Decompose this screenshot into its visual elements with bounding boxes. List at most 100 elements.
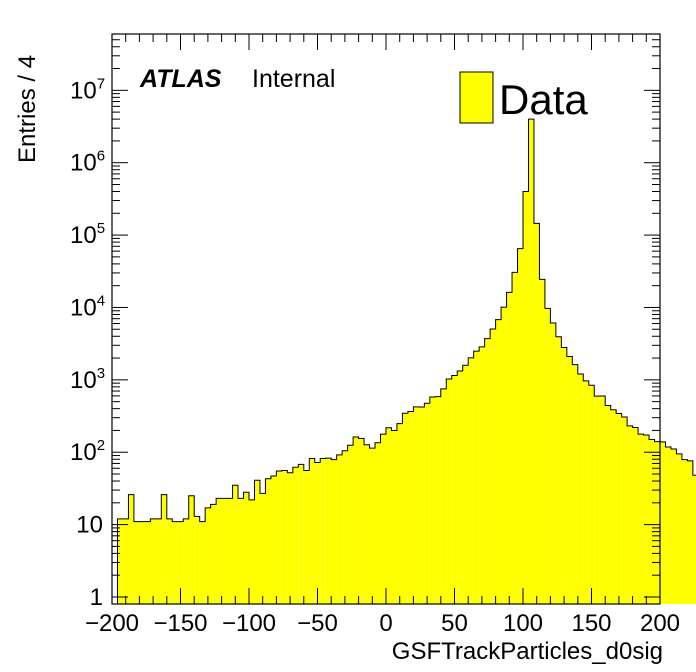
legend: Data (459, 71, 588, 124)
histogram-bin (380, 434, 386, 604)
atlas-internal-label: Internal (252, 65, 335, 93)
histogram-bin (550, 323, 556, 604)
histogram-bin (566, 356, 573, 604)
x-tick-label: 0 (379, 610, 392, 637)
histogram-bin (523, 191, 529, 604)
histogram-bin (243, 492, 249, 604)
histogram-bin (227, 498, 233, 604)
histogram-bin (172, 521, 178, 604)
histogram-bin (544, 308, 551, 604)
histogram-bin (479, 346, 485, 604)
histogram-bin (210, 504, 217, 604)
histogram-bin (358, 438, 365, 604)
histogram-bin (265, 478, 271, 604)
histogram-bin (583, 380, 589, 604)
histogram-bin (194, 516, 200, 604)
histogram-bin (440, 388, 447, 604)
y-tick-label: 10 (76, 512, 103, 539)
histogram-bin (249, 499, 255, 604)
histogram-bin (325, 458, 332, 604)
y-tick-label: 104 (70, 292, 105, 321)
histogram-bin (660, 441, 666, 604)
histogram-bin (457, 371, 463, 604)
histogram-bin (347, 445, 354, 604)
histogram-bin (320, 458, 326, 604)
histogram-bin (643, 434, 650, 604)
histogram-bars (116, 118, 696, 604)
histogram-bin (446, 379, 452, 604)
histogram-bin (577, 374, 584, 604)
histogram-outline (116, 118, 696, 604)
histogram-bin (649, 439, 655, 604)
histogram-bin (386, 427, 392, 604)
histogram-bin (670, 448, 677, 604)
x-tick-label: 150 (571, 610, 611, 637)
histogram-bin (303, 470, 310, 604)
histogram-bin (254, 480, 260, 604)
histogram-bin (451, 375, 458, 604)
histogram-bin (292, 467, 299, 604)
histogram-bin (314, 462, 321, 604)
histogram-bin (621, 416, 628, 604)
axis-ticks (111, 33, 661, 604)
y-axis-title: Entries / 4 (14, 55, 41, 163)
histogram-bin (605, 405, 611, 604)
histogram-bin (484, 338, 491, 604)
histogram-bin (692, 475, 696, 604)
x-tick-label: 50 (441, 610, 468, 637)
y-tick-label: 1 (90, 584, 103, 611)
x-tick-labels: −200 −150 −100 −50 0 50 100 150 200 (85, 610, 680, 637)
histogram-bin (183, 518, 189, 604)
histogram-bin (517, 248, 523, 604)
histogram-bin (144, 521, 151, 604)
histogram-bin (539, 279, 545, 604)
y-tick-label: 103 (70, 365, 105, 394)
histogram-bin (188, 495, 195, 604)
x-tick-label: 200 (640, 610, 680, 637)
histogram-bin (599, 396, 606, 604)
x-tick-label: −50 (297, 610, 338, 637)
x-tick-label: 100 (503, 610, 543, 637)
histogram-bin (353, 437, 359, 604)
histogram-bin (259, 493, 266, 604)
histogram-bin (199, 521, 206, 604)
histogram-bin (610, 409, 617, 604)
histogram-bin (155, 518, 162, 604)
histogram-bin (473, 351, 480, 604)
histogram-bin (161, 494, 167, 604)
histogram-bin (435, 396, 441, 604)
histogram-bin (528, 119, 534, 604)
histogram-bin (654, 441, 660, 604)
histogram-bin (616, 413, 622, 604)
histogram-bin (281, 470, 288, 604)
x-tick-label: −150 (153, 610, 207, 637)
y-tick-label: 102 (70, 437, 105, 466)
histogram-bin (495, 319, 502, 604)
histogram-bin (276, 471, 282, 604)
histogram-bin (594, 396, 600, 604)
histogram-bin (429, 396, 436, 604)
histogram-bin (270, 475, 277, 604)
histogram-bin (402, 413, 408, 604)
histogram-bin (501, 307, 507, 604)
histogram-bin (588, 385, 595, 604)
histogram-bin (638, 434, 644, 604)
histogram-bin (216, 498, 222, 604)
histogram-bin (287, 472, 293, 604)
histogram-bin (375, 442, 381, 604)
histogram-bin (309, 458, 315, 604)
histogram-bin (418, 407, 425, 604)
histogram-bin (627, 425, 633, 604)
histogram-bin (232, 485, 239, 604)
y-tick-label: 106 (70, 148, 105, 177)
histogram-bin (413, 406, 419, 604)
histogram-bin (238, 498, 244, 604)
histogram-bin (561, 347, 567, 604)
histogram-bin (687, 460, 693, 604)
histogram-bin (396, 423, 403, 604)
histogram-bin (369, 448, 376, 604)
histogram-bin (391, 430, 397, 604)
histogram-bin (424, 403, 430, 604)
histogram-bin (462, 365, 469, 604)
